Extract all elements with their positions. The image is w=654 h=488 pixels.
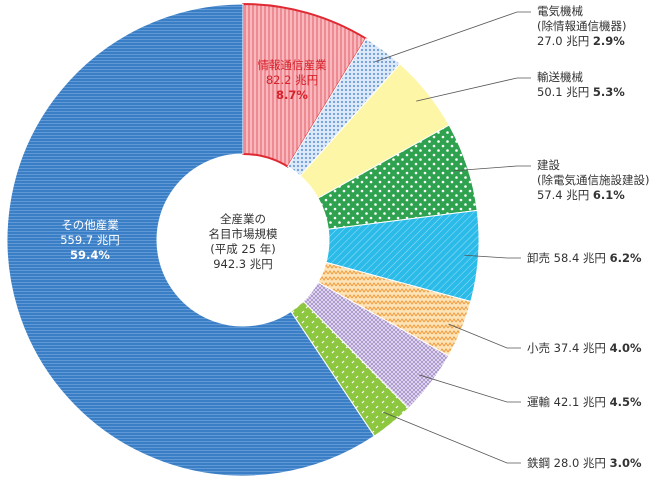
slice-label: 電気機械 (除情報通信機器) 27.0 兆円 2.9%: [537, 4, 626, 49]
leader-line: [448, 323, 521, 349]
value-label: 27.0 兆円: [537, 34, 590, 48]
value-label: 28.0 兆円: [553, 456, 606, 470]
center-label: 全産業の 名目市場規模 (平成 25 年) 942.3 兆円: [209, 212, 278, 272]
leader-line: [375, 11, 531, 63]
leader-line: [453, 165, 531, 172]
percentage-label: 3.0%: [609, 456, 642, 470]
category-label: 鉄鋼: [527, 456, 550, 470]
percentage-label: 4.0%: [609, 341, 642, 355]
slice-label: 輸送機械 50.1 兆円 5.3%: [537, 70, 625, 100]
category-label: 建設 (除電気通信施設建設): [537, 158, 650, 187]
slice-label: 運輸 42.1 兆円 4.5%: [527, 395, 641, 410]
category-label: 卸売: [527, 251, 550, 265]
category-label: 情報通信産業: [257, 58, 327, 72]
category-label: 輸送機械: [537, 70, 583, 84]
wedge: [6, 3, 376, 477]
leader-line: [419, 374, 521, 403]
slice-label: 卸売 58.4 兆円 6.2%: [527, 251, 641, 266]
percentage-label: 5.3%: [592, 85, 625, 99]
category-label: 電気機械 (除情報通信機器): [537, 4, 627, 33]
value-label: 559.7 兆円: [60, 233, 120, 247]
slice-label: 建設 (除電気通信施設建設) 57.4 兆円 6.1%: [537, 158, 649, 203]
value-label: 58.4 兆円: [553, 251, 606, 265]
percentage-label: 8.7%: [276, 88, 308, 102]
category-label: その他産業: [61, 218, 119, 232]
category-label: 運輸: [527, 395, 550, 409]
value-label: 82.2 兆円: [265, 73, 319, 87]
slice-label: 鉄鋼 28.0 兆円 3.0%: [527, 456, 641, 471]
slice-label: 情報通信産業 82.2 兆円 8.7%: [258, 58, 327, 103]
percentage-label: 59.4%: [70, 248, 110, 262]
leader-line: [464, 254, 521, 259]
value-label: 42.1 兆円: [553, 395, 606, 409]
leader-line: [416, 77, 531, 102]
slice-label: 小売 37.4 兆円 4.0%: [527, 341, 641, 356]
percentage-label: 4.5%: [609, 395, 642, 409]
total-label: 942.3 兆円: [213, 257, 273, 271]
category-label: 小売: [527, 341, 550, 355]
value-label: 57.4 兆円: [537, 188, 590, 202]
percentage-label: 2.9%: [592, 34, 625, 48]
value-label: 37.4 兆円: [553, 341, 606, 355]
center-text: 全産業の 名目市場規模 (平成 25 年): [208, 212, 278, 256]
leader-line: [383, 411, 521, 464]
percentage-label: 6.1%: [592, 188, 625, 202]
slice-label: その他産業 559.7 兆円 59.4%: [60, 218, 120, 263]
value-label: 50.1 兆円: [537, 85, 590, 99]
percentage-label: 6.2%: [609, 251, 642, 265]
